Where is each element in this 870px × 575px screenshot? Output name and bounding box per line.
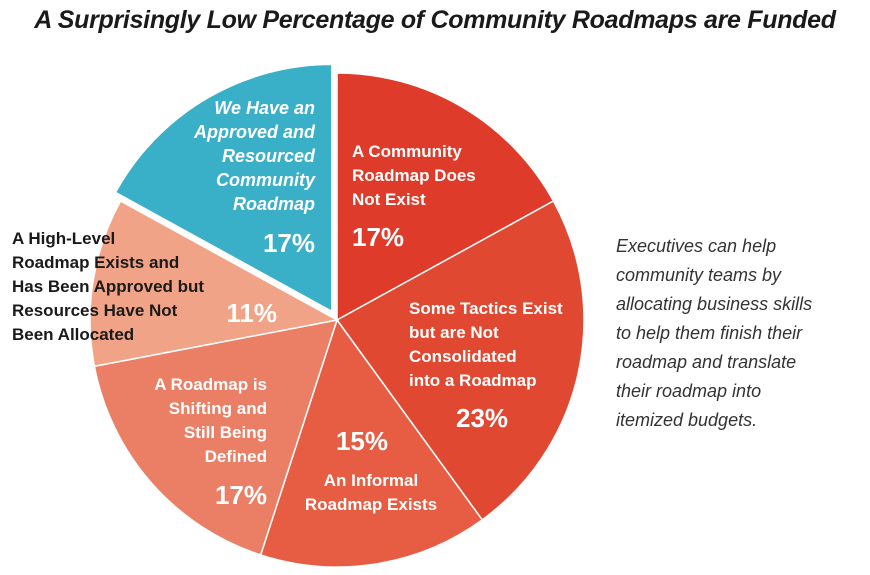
chart-title: A Surprisingly Low Percentage of Communi… <box>34 6 836 34</box>
slice-label: A Community Roadmap Does Not Exist <box>352 142 476 209</box>
pie-slice <box>335 199 585 521</box>
slice-value-label: 17% <box>352 222 404 252</box>
slice-label: We Have an Approved and Resourced Community… <box>193 98 316 214</box>
slice-value-label: 17% <box>215 480 267 510</box>
pie-slice <box>89 199 340 368</box>
executive-note: Executives can help community teams by a… <box>616 236 813 430</box>
slice-label: An Informal Roadmap Exists <box>305 471 437 514</box>
pie-slice <box>259 318 484 568</box>
pie-slice <box>336 72 555 322</box>
slice-value-label: 17% <box>263 228 315 258</box>
slice-value-label: 15% <box>336 426 388 456</box>
pie-slice <box>93 319 339 556</box>
slice-value-label: 23% <box>456 403 508 433</box>
slice-label: A Roadmap is Shifting and Still Being Defin… <box>154 375 267 466</box>
pie-slice <box>114 63 333 313</box>
slice-label: Some Tactics Exist but are Not Consolidate… <box>409 299 563 390</box>
slice-label: A High-Level Roadmap Exists and Has Been A… <box>12 229 204 344</box>
slice-value-label: 11% <box>226 298 277 328</box>
